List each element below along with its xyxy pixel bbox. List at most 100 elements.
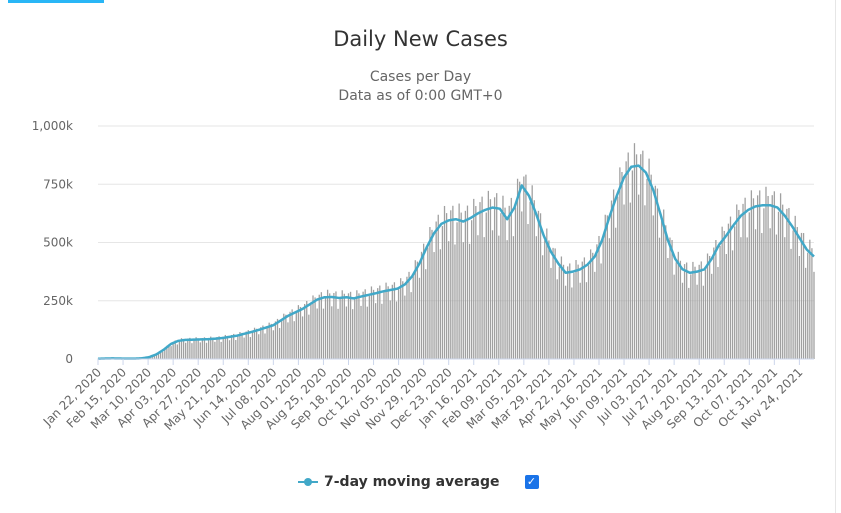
daily-cases-bar bbox=[627, 152, 629, 359]
daily-cases-bar bbox=[441, 226, 444, 359]
daily-cases-bar bbox=[560, 256, 563, 359]
daily-cases-bar bbox=[408, 271, 410, 359]
daily-cases-bar bbox=[734, 226, 736, 359]
daily-cases-bar bbox=[809, 239, 811, 359]
daily-cases-bar bbox=[671, 240, 673, 359]
daily-cases-bar bbox=[665, 225, 667, 359]
daily-cases-bar bbox=[176, 344, 178, 359]
daily-cases-bar bbox=[677, 251, 679, 359]
daily-cases-bar bbox=[270, 323, 272, 359]
daily-cases-bar bbox=[702, 285, 705, 359]
panel-right-border bbox=[835, 0, 836, 513]
daily-cases-bar bbox=[205, 342, 208, 359]
daily-cases-bar bbox=[310, 304, 312, 359]
daily-cases-bar bbox=[612, 189, 615, 359]
daily-cases-bar bbox=[811, 248, 813, 359]
daily-cases-bar bbox=[243, 337, 245, 359]
daily-cases-bar bbox=[385, 282, 387, 359]
daily-cases-bar bbox=[598, 235, 600, 359]
daily-cases-bar bbox=[216, 337, 218, 359]
daily-cases-bar bbox=[468, 243, 471, 359]
daily-cases-bar bbox=[686, 262, 688, 359]
daily-cases-bar bbox=[573, 273, 575, 359]
daily-cases-bar bbox=[740, 237, 742, 359]
daily-cases-bar bbox=[683, 264, 686, 359]
daily-cases-bar bbox=[395, 301, 398, 359]
daily-cases-bar bbox=[258, 334, 260, 359]
y-tick-label: 0 bbox=[65, 352, 73, 366]
daily-cases-bar bbox=[272, 330, 274, 359]
daily-cases-bar bbox=[736, 204, 738, 359]
daily-cases-bar bbox=[393, 282, 396, 359]
moving-average-checkbox[interactable]: ✓ bbox=[524, 475, 539, 489]
daily-cases-bar bbox=[521, 211, 523, 359]
daily-cases-bar bbox=[443, 205, 446, 359]
daily-cases-bar bbox=[352, 309, 354, 359]
daily-cases-bar bbox=[462, 242, 464, 359]
daily-cases-bar bbox=[775, 234, 778, 359]
daily-cases-bar bbox=[151, 355, 153, 359]
chart-subtitle-data-as-of: Data as of 0:00 GMT+0 bbox=[338, 88, 503, 104]
daily-cases-bar bbox=[594, 271, 596, 359]
daily-cases-bar bbox=[604, 214, 606, 359]
daily-cases-bar bbox=[425, 269, 427, 359]
daily-cases-bar bbox=[500, 213, 502, 359]
daily-cases-bar bbox=[539, 213, 542, 359]
daily-cases-bar bbox=[648, 158, 650, 359]
daily-cases-bar bbox=[322, 308, 325, 359]
daily-cases-bar bbox=[621, 172, 623, 359]
daily-cases-bar bbox=[335, 291, 337, 359]
legend-line-marker-icon bbox=[298, 476, 318, 488]
daily-cases-bar bbox=[199, 342, 201, 359]
daily-cases-bar bbox=[437, 214, 439, 359]
daily-cases-bar bbox=[374, 303, 377, 359]
daily-cases-bar bbox=[525, 174, 527, 359]
daily-cases-bar bbox=[264, 333, 266, 359]
daily-cases-bar bbox=[249, 337, 252, 359]
daily-cases-bar bbox=[456, 222, 458, 359]
daily-cases-bar bbox=[619, 167, 621, 359]
daily-cases-bar bbox=[623, 204, 625, 359]
daily-cases-bar bbox=[773, 191, 775, 359]
daily-cases-bar bbox=[222, 338, 224, 359]
daily-cases-bar bbox=[195, 337, 197, 359]
daily-cases-bar bbox=[262, 325, 264, 359]
daily-cases-bar bbox=[274, 321, 277, 359]
y-tick-label: 500k bbox=[43, 236, 73, 250]
daily-cases-bar bbox=[360, 305, 362, 359]
daily-cases-bar bbox=[168, 344, 170, 359]
daily-cases-bar bbox=[174, 340, 176, 359]
daily-cases-bar bbox=[571, 287, 573, 359]
daily-cases-bar bbox=[218, 336, 220, 359]
daily-cases-bar bbox=[629, 202, 631, 359]
daily-cases-bar bbox=[715, 240, 717, 359]
daily-cases-bar bbox=[719, 245, 721, 359]
daily-cases-bar bbox=[166, 345, 168, 359]
legend-item-moving-average[interactable]: 7-day moving average bbox=[298, 474, 500, 490]
daily-cases-bar bbox=[750, 190, 753, 359]
daily-cases-bar bbox=[771, 195, 773, 359]
daily-cases-bar bbox=[579, 282, 581, 359]
daily-cases-bar bbox=[414, 260, 416, 359]
daily-cases-bar bbox=[266, 327, 268, 359]
daily-cases-bar bbox=[681, 282, 684, 359]
daily-cases-bar bbox=[602, 239, 604, 359]
daily-cases-bar bbox=[556, 279, 558, 359]
daily-cases-bar bbox=[201, 337, 204, 359]
chart-title: Daily New Cases bbox=[333, 27, 508, 51]
daily-cases-bar bbox=[397, 289, 400, 359]
daily-cases-bar bbox=[512, 236, 515, 359]
moving-average-line[interactable] bbox=[97, 164, 815, 361]
daily-cases-bar bbox=[767, 195, 769, 359]
daily-cases-bar bbox=[589, 249, 592, 359]
daily-cases-bar bbox=[577, 264, 579, 359]
daily-cases-bar bbox=[600, 263, 602, 359]
daily-cases-bar bbox=[326, 289, 329, 359]
daily-cases-bar bbox=[708, 255, 711, 359]
daily-cases-bar bbox=[153, 354, 155, 359]
daily-cases-bar bbox=[596, 244, 598, 359]
daily-cases-bar bbox=[537, 210, 540, 359]
daily-cases-bar bbox=[287, 322, 289, 359]
moving-average-series[interactable] bbox=[97, 164, 815, 361]
